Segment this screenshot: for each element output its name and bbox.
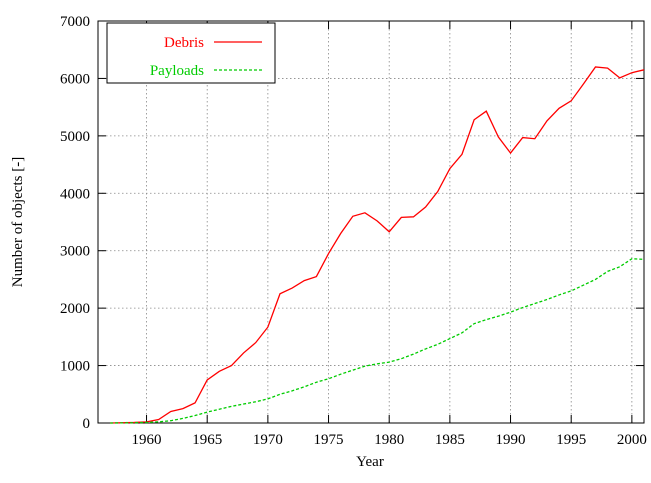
x-tick-label: 1985 (435, 432, 465, 448)
x-tick-label: 1975 (314, 432, 344, 448)
data-line (110, 258, 645, 424)
x-tick-label: 2000 (617, 432, 647, 448)
legend-box (106, 22, 276, 84)
data-line (110, 66, 645, 424)
y-tick-label: 4000 (60, 186, 90, 202)
y-axis-label: Number of objects [-] (10, 157, 26, 287)
x-tick-label: 1960 (132, 432, 162, 448)
x-axis-label: Year (356, 454, 384, 470)
x-tick-label: 1995 (556, 432, 586, 448)
legend-label: Debris (164, 35, 204, 51)
y-tick-label: 0 (83, 416, 91, 432)
x-tick-label: 1990 (496, 432, 526, 448)
y-tick-label: 6000 (60, 71, 90, 87)
x-tick-label: 1980 (374, 432, 404, 448)
y-tick-label: 1000 (60, 359, 90, 375)
x-tick-label: 1970 (253, 432, 283, 448)
x-tick-label: 1965 (192, 432, 222, 448)
legend-label: Payloads (150, 63, 204, 79)
y-tick-label: 5000 (60, 129, 90, 145)
y-tick-label: 2000 (60, 301, 90, 317)
y-tick-label: 3000 (60, 244, 90, 260)
plot-frame (97, 20, 645, 424)
y-tick-label: 7000 (60, 14, 90, 30)
